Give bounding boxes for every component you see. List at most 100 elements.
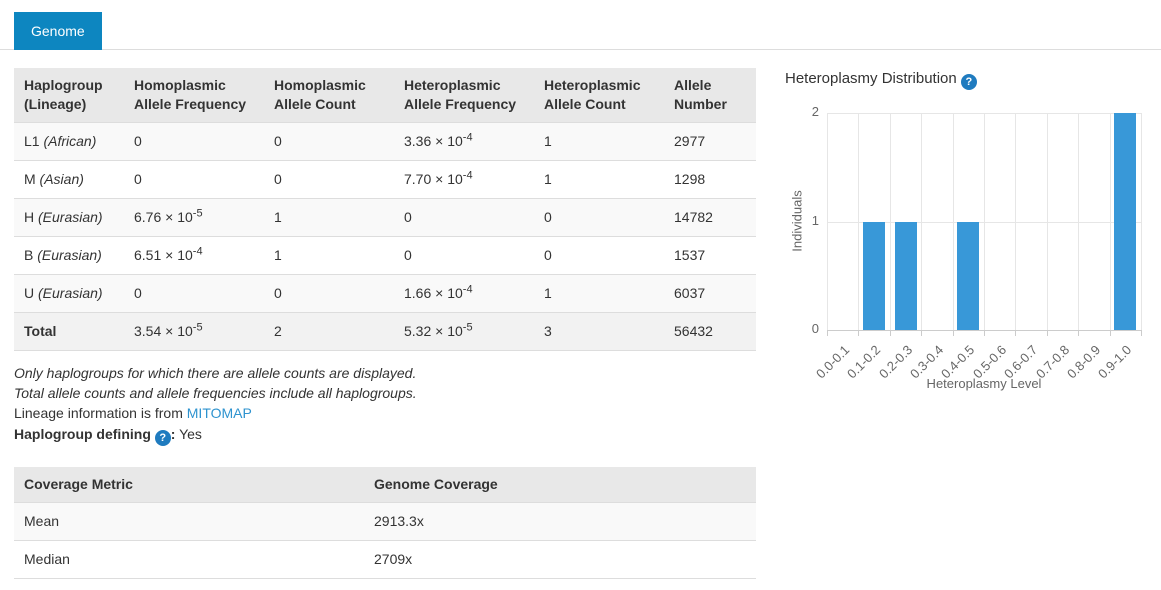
col-homoplasmic-allele-frequency: Homoplasmic Allele Frequency <box>124 68 264 123</box>
col-allele-number: Allele Number <box>664 68 756 123</box>
coverage-table: Coverage Metric Genome Coverage Mean 2913… <box>14 467 756 579</box>
x-tick-mark <box>1141 330 1142 336</box>
coverage-row: Mean 2913.3x <box>14 502 756 541</box>
mitomap-link[interactable]: MITOMAP <box>186 405 252 421</box>
col-heteroplasmic-allele-frequency: Heteroplasmic Allele Frequency <box>394 68 534 123</box>
chart-help-icon[interactable]: ? <box>960 74 977 90</box>
hom-freq-cell: 0 <box>124 122 264 161</box>
x-tick-mark <box>984 330 985 336</box>
haplo-total-row: Total 3.54 × 10-5 2 5.32 × 10-5 3 56432 <box>14 312 756 351</box>
allele-number-cell: 6037 <box>664 274 756 313</box>
het-freq-cell: 3.36 × 10-4 <box>394 122 534 161</box>
haplogroup-cell: M (Asian) <box>14 160 124 199</box>
y-tick-label: 1 <box>811 212 819 228</box>
bar-0.9-1.0[interactable] <box>1114 113 1137 330</box>
hom-count-cell: 0 <box>264 274 394 313</box>
haplogroup-table: Haplogroup (Lineage) Homoplasmic Allele … <box>14 68 756 351</box>
x-tick-mark <box>858 330 860 336</box>
x-gridline <box>858 113 860 330</box>
het-freq-cell: 7.70 × 10-4 <box>394 160 534 199</box>
het-count-cell: 0 <box>534 236 664 275</box>
haplogroup-defining-help-icon[interactable]: ? <box>154 430 171 446</box>
col-homoplasmic-allele-count: Homoplasmic Allele Count <box>264 68 394 123</box>
x-tick-mark <box>1078 330 1080 336</box>
x-gridline <box>827 113 828 330</box>
coverage-value-cell: 2709x <box>364 540 756 579</box>
coverage-row: Median 2709x <box>14 540 756 579</box>
hom-freq-cell: 6.76 × 10-5 <box>124 198 264 237</box>
table-notes: Only haplogroups for which there are all… <box>14 363 756 446</box>
col-haplogroup-lineage: Haplogroup (Lineage) <box>14 68 124 123</box>
chart-plot-area <box>827 113 1142 331</box>
het-freq-cell: 5.32 × 10-5 <box>394 312 534 351</box>
het-freq-cell: 1.66 × 10-4 <box>394 274 534 313</box>
haplo-row: L1 (African) 0 0 3.36 × 10-4 1 2977 <box>14 122 756 161</box>
x-gridline <box>1078 113 1080 330</box>
coverage-metric-cell: Mean <box>14 502 364 541</box>
hom-count-cell: 0 <box>264 160 394 199</box>
haplogroup-cell: U (Eurasian) <box>14 274 124 313</box>
haplogroup-defining-label: Haplogroup defining <box>14 426 151 442</box>
haplogroup-table-body: L1 (African) 0 0 3.36 × 10-4 1 2977 M (Asian) 0… <box>14 122 756 351</box>
col-heteroplasmic-allele-count: Heteroplasmic Allele Count <box>534 68 664 123</box>
haplogroup-defining-value: Yes <box>179 426 202 442</box>
x-gridline <box>921 113 923 330</box>
x-gridline <box>952 113 954 330</box>
hom-count-cell: 2 <box>264 312 394 351</box>
haplo-row: U (Eurasian) 0 0 1.66 × 10-4 1 6037 <box>14 274 756 313</box>
chart-title: Heteroplasmy Distribution <box>785 70 957 87</box>
bar-0.1-0.2[interactable] <box>863 221 886 330</box>
coverage-metric-cell: Median <box>14 540 364 579</box>
x-gridline <box>1015 113 1017 330</box>
note-total-counts: Total allele counts and allele frequenci… <box>14 385 417 401</box>
coverage-table-body: Mean 2913.3x Median 2709x <box>14 502 756 579</box>
haplogroup-cell: Total <box>14 312 124 351</box>
haplogroup-defining-line: Haplogroup defining ?: Yes <box>14 424 756 446</box>
x-tick-mark <box>1046 330 1048 336</box>
x-tick-mark <box>921 330 923 336</box>
allele-number-cell: 2977 <box>664 122 756 161</box>
het-count-cell: 1 <box>534 274 664 313</box>
haplogroup-table-header-row: Haplogroup (Lineage) Homoplasmic Allele … <box>14 68 756 123</box>
defining-colon: : <box>170 426 176 442</box>
allele-number-cell: 1537 <box>664 236 756 275</box>
haplogroup-cell: B (Eurasian) <box>14 236 124 275</box>
x-gridline <box>1141 113 1142 330</box>
note-displayed-haplogroups: Only haplogroups for which there are all… <box>14 365 417 381</box>
het-count-cell: 0 <box>534 198 664 237</box>
bar-0.2-0.3[interactable] <box>894 221 917 330</box>
hom-count-cell: 1 <box>264 236 394 275</box>
coverage-table-header-row: Coverage Metric Genome Coverage <box>14 467 756 503</box>
chart-title-row: Heteroplasmy Distribution ? <box>785 70 977 90</box>
coverage-value-cell: 2913.3x <box>364 502 756 541</box>
y-tick-label: 0 <box>811 321 819 336</box>
bar-0.4-0.5[interactable] <box>957 221 980 330</box>
note-lineage-prefix: Lineage information is from <box>14 405 187 421</box>
x-tick-mark <box>827 330 828 336</box>
tab-strip: Genome <box>0 0 1161 50</box>
haplo-row: B (Eurasian) 6.51 × 10-4 1 0 0 1537 <box>14 236 756 275</box>
x-gridline <box>1046 113 1048 330</box>
hom-count-cell: 0 <box>264 122 394 161</box>
allele-number-cell: 56432 <box>664 312 756 351</box>
heteroplasmy-distribution-chart: Heteroplasmy Distribution ? Individuals … <box>785 70 1161 415</box>
haplo-row: M (Asian) 0 0 7.70 × 10-4 1 1298 <box>14 160 756 199</box>
tab-genome[interactable]: Genome <box>14 12 102 50</box>
het-freq-cell: 0 <box>394 236 534 275</box>
col-coverage-metric: Coverage Metric <box>14 467 364 503</box>
x-gridline <box>1109 113 1111 330</box>
x-tick-mark <box>889 330 891 336</box>
x-gridline <box>889 113 891 330</box>
hom-freq-cell: 0 <box>124 274 264 313</box>
tab-genome-label: Genome <box>31 23 85 39</box>
haplogroup-cell: L1 (African) <box>14 122 124 161</box>
het-count-cell: 3 <box>534 312 664 351</box>
het-count-cell: 1 <box>534 160 664 199</box>
x-tick-mark <box>1015 330 1017 336</box>
note-lineage-source: Lineage information is from MITOMAP <box>14 403 756 423</box>
y-tick-label: 2 <box>811 104 819 119</box>
x-gridline <box>984 113 985 330</box>
allele-number-cell: 1298 <box>664 160 756 199</box>
x-tick-mark <box>1109 330 1111 336</box>
x-axis-title: Heteroplasmy Level <box>926 376 1042 391</box>
